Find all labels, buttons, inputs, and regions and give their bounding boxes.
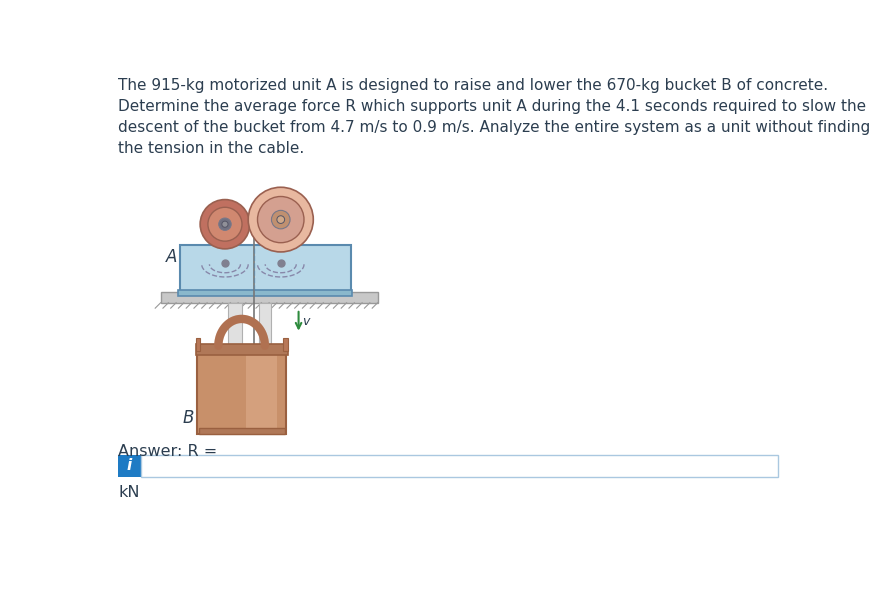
Circle shape [277,216,285,224]
Bar [225,346,276,355]
Circle shape [248,187,313,252]
Bar [161,292,377,303]
Text: kN: kN [118,485,139,500]
Bar [197,349,286,434]
Circle shape [272,210,290,229]
Bar [198,428,285,434]
Bar [259,303,272,347]
Bar [246,350,277,432]
Bar [180,245,350,291]
Bar [118,455,141,477]
Text: v: v [302,315,309,328]
Text: Answer: R =: Answer: R = [118,444,217,459]
Text: The 915-kg motorized unit A is designed to raise and lower the 670-kg bucket B o: The 915-kg motorized unit A is designed … [118,78,871,156]
Text: A: A [166,248,177,266]
Bar [283,338,288,350]
Text: B: B [183,409,194,427]
Text: i: i [127,459,132,474]
Bar [141,455,778,477]
Circle shape [219,218,231,230]
Bar [196,344,288,355]
Bar [228,303,242,347]
Circle shape [258,197,304,243]
Bar [178,289,352,296]
Bar [196,338,200,350]
Circle shape [208,208,242,241]
Circle shape [200,200,250,249]
Circle shape [222,221,228,227]
